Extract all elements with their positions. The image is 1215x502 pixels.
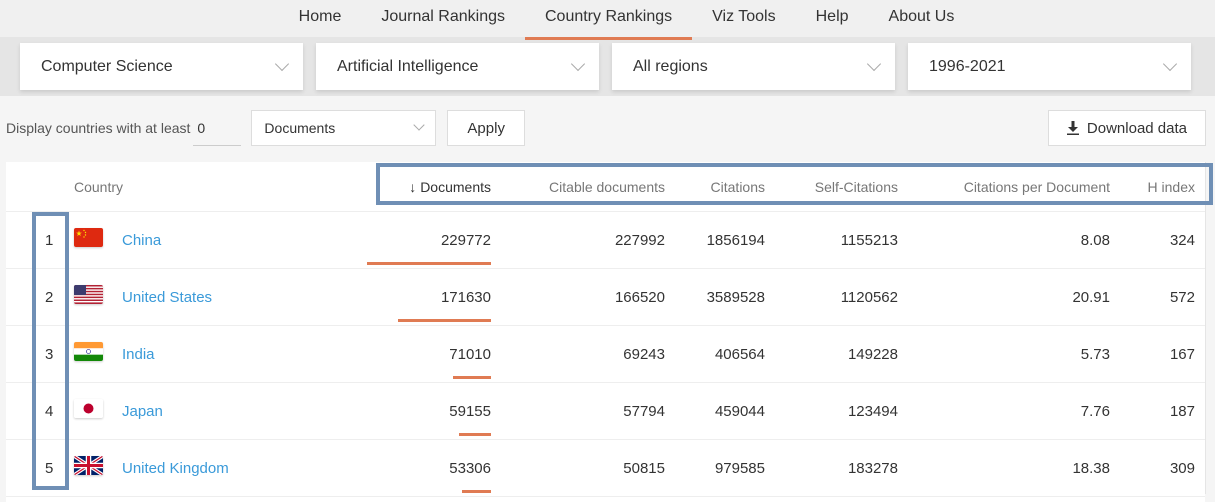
- nav-country-rankings[interactable]: Country Rankings: [524, 0, 693, 40]
- self-citations-value: 149228: [847, 345, 898, 363]
- documents-bar: [462, 489, 491, 493]
- country-link-india[interactable]: India: [122, 345, 155, 363]
- metric-value: Documents: [264, 120, 336, 136]
- citations-value: 3589528: [706, 288, 765, 306]
- flag-united-kingdom-icon: [73, 454, 104, 477]
- documents-bar: [398, 318, 491, 322]
- country-link-united-states[interactable]: United States: [122, 288, 213, 306]
- display-label: Display countries with at least: [6, 120, 191, 136]
- h-index-value: 309: [1169, 459, 1195, 477]
- h-index-value: 572: [1169, 288, 1195, 306]
- documents-value: 229772: [367, 232, 491, 265]
- nav-viz-tools[interactable]: Viz Tools: [712, 8, 776, 25]
- flag-china-icon: [74, 228, 103, 247]
- citable-documents-value: 166520: [614, 288, 665, 306]
- rank: 3: [45, 345, 54, 363]
- citations-per-document-value: 18.38: [1072, 459, 1110, 477]
- citable-documents-value: 227992: [614, 231, 665, 249]
- nav-about-us[interactable]: About Us: [888, 8, 955, 25]
- header-citations[interactable]: Citations: [710, 178, 765, 195]
- header-citable-documents[interactable]: Citable documents: [549, 178, 665, 195]
- rank: 2: [45, 288, 54, 306]
- rank: 1: [45, 231, 54, 249]
- subject-category-dropdown[interactable]: Artificial Intelligence: [316, 43, 599, 90]
- subject-area-value: Computer Science: [41, 57, 173, 75]
- h-index-value: 167: [1169, 345, 1195, 363]
- subject-category-value: Artificial Intelligence: [337, 57, 479, 75]
- citable-documents-value: 50815: [623, 459, 665, 477]
- top-nav: Home Journal Rankings Country Rankings V…: [0, 0, 1215, 40]
- metric-dropdown[interactable]: Documents: [251, 110, 437, 146]
- nav-home[interactable]: Home: [298, 8, 342, 25]
- min-value-input[interactable]: [193, 110, 242, 146]
- self-citations-value: 1155213: [840, 231, 898, 249]
- filter-bar: Computer Science Artificial Intelligence…: [0, 37, 1215, 96]
- table-row: 3 India 71010 69243 406564 149228 5.73 1…: [6, 326, 1205, 383]
- documents-value: 71010: [370, 346, 491, 379]
- table-row: 4 Japan 59155 57794 459044 123494 7.76 1…: [6, 383, 1205, 440]
- citable-documents-value: 69243: [623, 345, 665, 363]
- h-index-value: 324: [1169, 231, 1195, 249]
- table-header: Country ↓ Documents Citable documents Ci…: [6, 162, 1205, 212]
- documents-value: 171630: [370, 289, 491, 322]
- documents-value: 59155: [370, 403, 491, 436]
- self-citations-value: 1120562: [840, 288, 898, 306]
- table-row: 5 United Kingdom 53306 50815 979585 1832…: [6, 440, 1205, 497]
- header-documents[interactable]: ↓ Documents: [409, 178, 491, 195]
- chevron-down-icon: [866, 56, 882, 71]
- country-link-china[interactable]: China: [122, 231, 162, 249]
- flag-india-icon: [74, 342, 103, 361]
- download-icon: [1066, 121, 1079, 135]
- year-range-dropdown[interactable]: 1996-2021: [908, 43, 1191, 90]
- self-citations-value: 183278: [847, 459, 898, 477]
- citations-value: 979585: [714, 459, 765, 477]
- header-self-citations[interactable]: Self-Citations: [814, 178, 898, 195]
- h-index-value: 187: [1169, 402, 1195, 420]
- header-citations-per-document[interactable]: Citations per Document: [963, 178, 1110, 195]
- rank: 5: [45, 459, 54, 477]
- chevron-down-icon: [413, 119, 426, 131]
- table-row: 1 China 229772 227992 1856194 1155213 8.…: [6, 212, 1205, 269]
- self-citations-value: 123494: [847, 402, 898, 420]
- citations-value: 459044: [714, 402, 765, 420]
- rank: 4: [45, 402, 54, 420]
- country-link-united-kingdom[interactable]: United Kingdom: [122, 459, 229, 477]
- documents-bar: [367, 261, 491, 265]
- region-value: All regions: [633, 57, 708, 75]
- citable-documents-value: 57794: [623, 402, 665, 420]
- country-rankings-table: Country ↓ Documents Citable documents Ci…: [6, 162, 1205, 502]
- flag-united-states-icon: [74, 285, 103, 304]
- scrollbar[interactable]: [1205, 162, 1215, 494]
- citations-value: 1856194: [706, 231, 765, 249]
- citations-per-document-value: 20.91: [1072, 288, 1110, 306]
- apply-button[interactable]: Apply: [447, 110, 525, 146]
- download-data-button[interactable]: Download data: [1047, 110, 1206, 146]
- flag-japan-icon: [74, 399, 103, 418]
- nav-help[interactable]: Help: [815, 8, 849, 25]
- sort-down-icon: ↓: [409, 178, 417, 195]
- citations-per-document-value: 5.73: [1080, 345, 1110, 363]
- year-range-value: 1996-2021: [929, 57, 1006, 75]
- chevron-down-icon: [1162, 56, 1178, 71]
- header-country[interactable]: Country: [74, 178, 124, 195]
- nav-journal-rankings[interactable]: Journal Rankings: [381, 8, 505, 25]
- display-options: Display countries with at least Document…: [0, 96, 1215, 160]
- table-row: 2 United States 171630 166520 3589528 11…: [6, 269, 1205, 326]
- chevron-down-icon: [570, 56, 586, 71]
- region-dropdown[interactable]: All regions: [612, 43, 895, 90]
- country-link-japan[interactable]: Japan: [122, 402, 163, 420]
- citations-value: 406564: [714, 345, 765, 363]
- chevron-down-icon: [274, 56, 290, 71]
- documents-bar: [459, 432, 491, 436]
- subject-area-dropdown[interactable]: Computer Science: [20, 43, 303, 90]
- header-h-index[interactable]: H index: [1147, 178, 1195, 195]
- download-label: Download data: [1086, 119, 1187, 137]
- citations-per-document-value: 8.08: [1080, 231, 1110, 249]
- documents-bar: [453, 375, 491, 379]
- citations-per-document-value: 7.76: [1080, 402, 1110, 420]
- documents-value: 53306: [370, 460, 491, 493]
